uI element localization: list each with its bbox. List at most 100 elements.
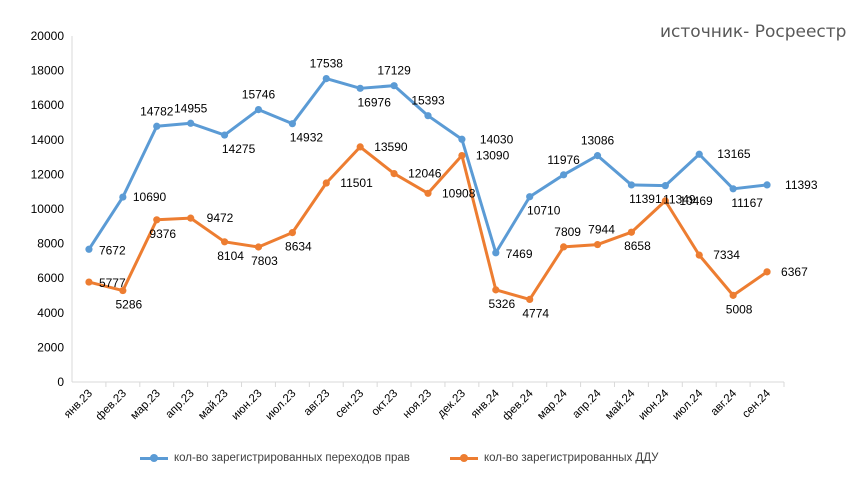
- data-label-series-1: 10908: [442, 186, 476, 200]
- series-1-point: [356, 143, 364, 151]
- series-1-point: [526, 295, 534, 304]
- data-label-series-0: 7672: [99, 243, 126, 257]
- x-tick-label: апр.23: [164, 388, 197, 421]
- data-label-series-0: 14275: [222, 142, 256, 156]
- data-label-series-0: 14782: [140, 104, 174, 118]
- data-label-series-0: 16976: [358, 95, 392, 109]
- data-label-series-1: 7334: [713, 248, 740, 262]
- series-1-point: [119, 286, 127, 295]
- series-0-point: [729, 185, 737, 193]
- series-1-point: [627, 228, 636, 236]
- series-1-point: [458, 151, 466, 160]
- data-label-series-0: 10690: [133, 190, 167, 204]
- data-label-series-1: 5008: [726, 302, 753, 316]
- series-0-point: [560, 171, 568, 179]
- series-0-point: [492, 249, 500, 257]
- legend: кол-во зарегистрированных переходов прав…: [0, 452, 860, 472]
- data-label-series-1: 10469: [679, 194, 713, 208]
- data-label-series-1: 5286: [116, 298, 143, 312]
- data-label-series-1: 4774: [522, 306, 549, 320]
- x-tick-label: мар.23: [128, 388, 162, 422]
- series-1-point: [695, 251, 703, 259]
- data-label-series-1: 12046: [408, 167, 442, 181]
- y-tick-label: 14000: [31, 133, 65, 147]
- x-tick-label: авг.23: [302, 388, 333, 419]
- series-1-point: [187, 214, 195, 222]
- y-tick-label: 2000: [37, 340, 64, 354]
- series-0-point: [458, 135, 466, 143]
- series-1-point: [220, 238, 229, 246]
- y-tick-label: 4000: [37, 306, 64, 320]
- data-label-series-0: 14955: [174, 101, 208, 115]
- data-label-series-1: 8658: [624, 239, 651, 253]
- x-tick-label: сен.24: [740, 387, 773, 420]
- data-label-series-0: 14030: [480, 132, 514, 146]
- data-label-series-1: 6367: [781, 265, 808, 279]
- series-0-point: [254, 105, 263, 114]
- series-0-point: [695, 150, 703, 158]
- x-tick-label: июн.24: [637, 387, 672, 422]
- x-tick-label: авг.24: [709, 387, 740, 418]
- y-tick-label: 18000: [31, 64, 65, 78]
- series-1-point: [661, 197, 669, 205]
- series-1-point: [288, 229, 296, 237]
- x-tick-label: окт.23: [369, 388, 400, 419]
- data-label-series-0: 11976: [547, 153, 580, 167]
- x-tick-label: фев.23: [94, 388, 129, 423]
- series-0-point: [526, 193, 534, 201]
- data-label-series-0: 14932: [290, 131, 324, 145]
- x-tick-label: июл.23: [264, 388, 299, 423]
- x-tick-label: янв.23: [62, 388, 95, 421]
- series-1-point: [390, 170, 398, 178]
- x-tick-label: мар.24: [535, 387, 570, 422]
- y-tick-label: 8000: [37, 237, 64, 251]
- data-label-series-0: 17129: [377, 64, 411, 78]
- series-0-point: [390, 82, 398, 90]
- series-1-point: [254, 243, 263, 251]
- data-label-series-0: 10710: [527, 204, 561, 218]
- x-tick-label: янв.24: [469, 387, 502, 420]
- legend-label-transfers: кол-во зарегистрированных переходов прав: [174, 452, 410, 464]
- data-label-series-1: 7944: [588, 223, 615, 237]
- data-label-series-0: 15746: [242, 88, 276, 102]
- x-tick-label: июн.23: [230, 388, 265, 423]
- data-label-series-0: 11349: [663, 193, 696, 207]
- y-tick-label: 0: [57, 375, 64, 389]
- legend-item-transfers: кол-во зарегистрированных переходов прав: [140, 452, 410, 464]
- y-tick-label: 20000: [31, 29, 65, 43]
- y-tick-label: 10000: [31, 202, 65, 216]
- x-tick-label: июл.24: [670, 387, 705, 422]
- series-0-point: [187, 119, 195, 127]
- data-label-series-1: 9376: [149, 227, 176, 241]
- series-0-point: [220, 131, 229, 139]
- data-label-series-0: 17538: [310, 57, 344, 71]
- data-label-series-1: 9472: [207, 211, 234, 225]
- y-tick-label: 6000: [37, 271, 64, 285]
- data-label-series-0: 13165: [717, 147, 751, 161]
- data-label-series-1: 13090: [476, 149, 510, 163]
- y-tick-label: 12000: [31, 167, 65, 181]
- x-tick-label: апр.24: [570, 387, 604, 421]
- series-0-point: [593, 152, 602, 160]
- data-label-series-1: 11501: [340, 176, 373, 190]
- legend-label-ddu: кол-во зарегистрированных ДДУ: [484, 452, 659, 464]
- source-note: источник- Росреестр: [660, 22, 847, 42]
- series-1-point: [763, 268, 771, 276]
- data-label-series-1: 8104: [217, 249, 244, 263]
- series-0-point: [322, 74, 330, 83]
- x-tick-label: май.23: [196, 388, 230, 422]
- y-tick-label: 16000: [31, 98, 65, 112]
- data-label-series-0: 7469: [506, 247, 533, 261]
- data-label-series-1: 7803: [251, 254, 278, 268]
- series-0-point: [288, 120, 296, 128]
- legend-swatch-transfers: [140, 452, 168, 464]
- series-1-point: [85, 278, 93, 286]
- x-tick-label: фев.24: [501, 387, 537, 423]
- data-label-series-1: 8634: [285, 240, 312, 254]
- data-label-series-1: 13590: [374, 140, 408, 154]
- data-label-series-1: 5326: [488, 297, 515, 311]
- series-1-point: [153, 216, 161, 224]
- data-label-series-1: 5777: [99, 276, 126, 290]
- data-label-series-0: 11393: [785, 178, 818, 192]
